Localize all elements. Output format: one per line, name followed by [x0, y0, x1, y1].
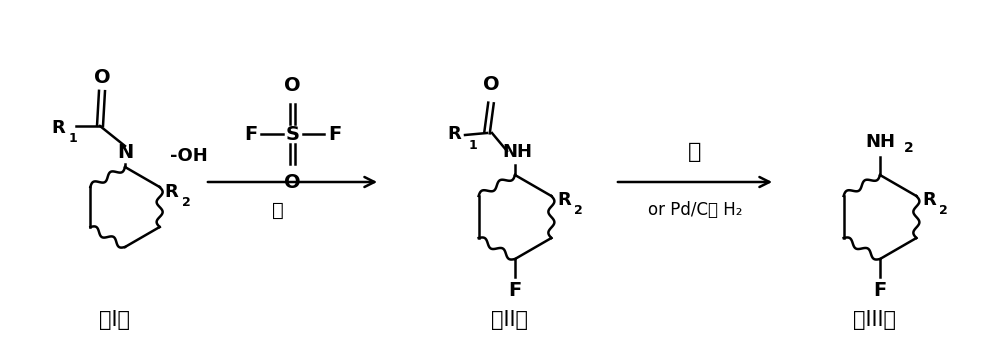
Text: NH: NH	[502, 143, 532, 161]
Text: O: O	[94, 68, 110, 87]
Text: R: R	[922, 191, 936, 209]
Text: F: F	[508, 281, 522, 300]
Text: 2: 2	[904, 141, 914, 155]
Text: F: F	[328, 124, 341, 144]
Text: 2: 2	[939, 204, 948, 217]
Text: R: R	[51, 119, 65, 137]
Text: R: R	[447, 125, 461, 143]
Text: 1: 1	[469, 139, 478, 152]
Text: R: R	[557, 191, 571, 209]
Text: O: O	[284, 173, 301, 192]
Text: or Pd/C， H₂: or Pd/C， H₂	[648, 201, 742, 219]
Text: （II）: （II）	[491, 310, 528, 330]
Text: -OH: -OH	[170, 147, 208, 165]
Text: 1: 1	[69, 132, 78, 145]
Text: 2: 2	[574, 204, 583, 217]
Text: 2: 2	[182, 196, 190, 209]
Text: NH: NH	[865, 133, 895, 151]
Text: F: F	[244, 124, 257, 144]
Text: （I）: （I）	[99, 310, 130, 330]
Text: 碱: 碱	[272, 200, 283, 220]
Text: R: R	[165, 183, 178, 201]
Text: F: F	[873, 281, 887, 300]
Text: O: O	[483, 75, 499, 94]
Text: N: N	[117, 143, 133, 162]
Text: O: O	[284, 76, 301, 95]
Text: （III）: （III）	[854, 310, 896, 330]
Text: 酸: 酸	[688, 142, 702, 162]
Text: S: S	[286, 124, 300, 144]
